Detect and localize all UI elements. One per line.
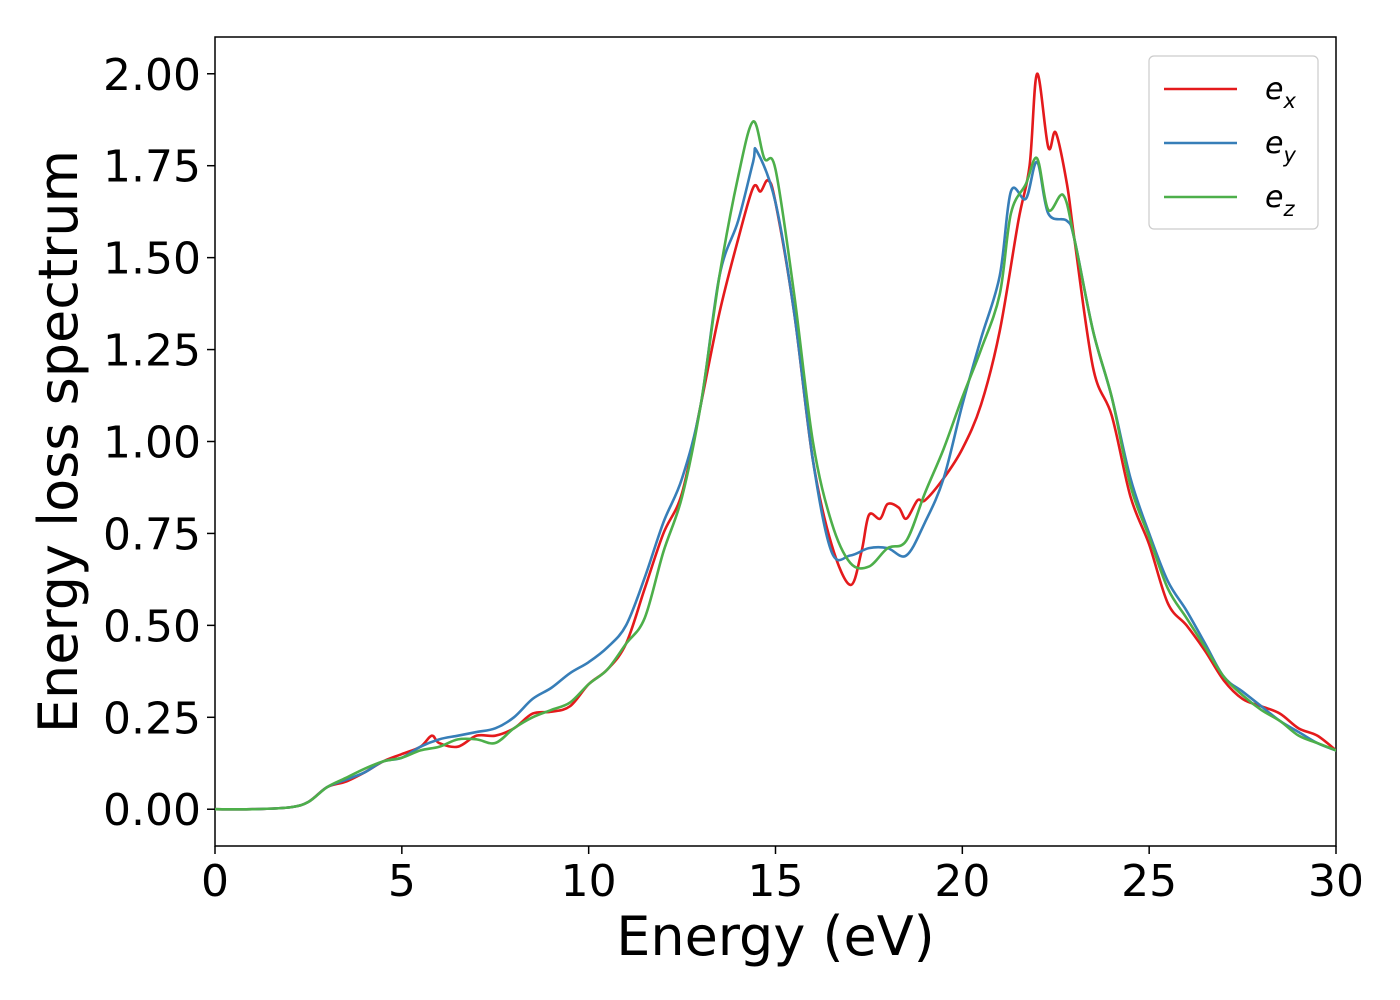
y-axis-label: Energy loss spectrum [27, 150, 90, 733]
legend-label-x: ex [1265, 72, 1296, 113]
x-tick-label: 5 [388, 856, 416, 907]
y-tick-label: 0.50 [103, 601, 201, 652]
x-tick-label: 25 [1121, 856, 1177, 907]
y-tick-label: 0.00 [103, 785, 201, 836]
legend-label-y: ey [1265, 126, 1296, 167]
y-tick-label: 0.75 [103, 509, 201, 560]
series-line-z [215, 120, 1336, 811]
series-line-y [215, 146, 1336, 811]
x-tick-label: 0 [201, 856, 229, 907]
y-tick-label: 1.25 [103, 326, 201, 377]
legend-label-z: ez [1265, 180, 1295, 221]
y-axis-ticks: 0.00 0.25 0.50 0.75 1.00 1.25 1.50 1.75 2.00 [103, 50, 215, 836]
legend-label-base: e [1265, 72, 1283, 107]
series-layer [215, 72, 1336, 811]
legend-label-subscript: y [1282, 143, 1296, 167]
legend-label-subscript: z [1282, 197, 1295, 221]
y-tick-label: 1.50 [103, 234, 201, 285]
y-tick-label: 2.00 [103, 50, 201, 101]
x-tick-label: 15 [748, 856, 804, 907]
legend-label-base: e [1265, 180, 1283, 215]
x-tick-label: 30 [1308, 856, 1364, 907]
y-tick-label: 0.25 [103, 693, 201, 744]
x-tick-label: 20 [934, 856, 990, 907]
y-tick-label: 1.75 [103, 142, 201, 193]
y-tick-label: 1.00 [103, 418, 201, 469]
series-line-x [215, 72, 1336, 811]
legend-label-subscript: x [1282, 89, 1296, 113]
x-axis-ticks: 0 5 10 15 20 25 30 [201, 846, 1364, 907]
legend-label-base: e [1265, 126, 1283, 161]
x-axis-label: Energy (eV) [616, 905, 935, 968]
x-tick-label: 10 [561, 856, 617, 907]
